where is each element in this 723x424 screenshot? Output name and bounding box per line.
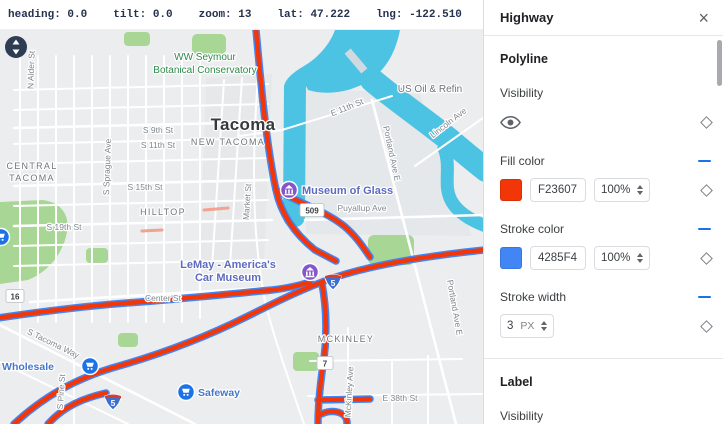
stroke-color-override-minus-icon[interactable] [698, 227, 711, 231]
stroke-width-label: Stroke width [500, 290, 567, 304]
stepper-arrows-icon[interactable] [637, 185, 644, 195]
street-label: Puyallup Ave [338, 203, 387, 213]
svg-text:16: 16 [11, 293, 20, 302]
store-icon[interactable] [0, 227, 11, 247]
stroke-color-label: Stroke color [500, 222, 565, 236]
city-label: Tacoma [211, 115, 276, 134]
visibility-label-row: Visibility [500, 86, 711, 100]
stroke-width-label-row: Stroke width [500, 290, 711, 304]
readout-heading: heading: 0.0 [8, 8, 88, 21]
svg-text:509: 509 [305, 207, 319, 216]
route-shields: 16 509 7 5 5 [5, 203, 342, 411]
street-label: Center St [145, 293, 182, 303]
map-pane: heading: 0.0 tilt: 0.0 zoom: 13 lat: 47.… [0, 0, 483, 424]
poi-label: Safeway [198, 387, 240, 399]
poi-label: Museum of Glass [302, 185, 393, 197]
street-label: S Sprague Ave [101, 138, 113, 195]
panel-body: Polyline Visibility Fill color 100% [484, 52, 723, 423]
readout-zoom: zoom: 13 [198, 8, 252, 21]
district-label: NEW TACOMA [191, 137, 265, 147]
street-label: S Pine St [55, 373, 67, 410]
district-label: HILLTOP [140, 207, 186, 217]
museum-icon[interactable] [300, 262, 320, 282]
stroke-color-inherit-diamond-icon[interactable] [700, 251, 713, 265]
stepper-arrows-icon[interactable] [541, 321, 548, 331]
route-shield-7: 7 [316, 356, 334, 370]
interstate-shield-5: 5 [104, 394, 122, 411]
map-canvas[interactable]: 16 509 7 5 5 [0, 30, 483, 424]
readout-lat: lat: 47.222 [277, 8, 351, 21]
park-label: WW Seymour [174, 52, 236, 63]
stepper-arrows-icon[interactable] [637, 253, 644, 263]
stroke-width-inherit-diamond-icon[interactable] [700, 319, 713, 333]
section-divider [484, 358, 723, 359]
fill-color-swatch[interactable] [500, 179, 522, 201]
store-icon[interactable] [176, 382, 196, 402]
stroke-width-value: 3 [507, 320, 514, 332]
svg-text:7: 7 [323, 360, 328, 369]
visibility-label: Visibility [500, 86, 544, 100]
close-icon[interactable]: × [698, 7, 709, 28]
stroke-opacity-value: 100% [601, 252, 631, 264]
fill-color-hex-input[interactable] [530, 178, 586, 202]
fill-opacity-stepper[interactable]: 100% [594, 178, 651, 202]
roads-layer [0, 55, 483, 424]
svg-text:5: 5 [331, 278, 336, 288]
district-label: TACOMA [9, 173, 55, 183]
stroke-opacity-stepper[interactable]: 100% [594, 246, 651, 270]
poi-label: Car Museum [195, 272, 261, 284]
stroke-color-value-row: 100% [500, 246, 713, 270]
street-label: S 9th St [143, 125, 174, 135]
panel-header: Highway × [484, 0, 723, 36]
fill-color-label: Fill color [500, 154, 545, 168]
stroke-width-override-minus-icon[interactable] [698, 295, 711, 299]
stroke-color-label-row: Stroke color [500, 222, 711, 236]
district-label: MCKINLEY [318, 334, 374, 344]
scrollbar-thumb[interactable] [717, 40, 722, 86]
interstate-shield-5: 5 [324, 274, 342, 291]
poi-label: Wholesale [2, 361, 54, 373]
label-visibility-label: Visibility [500, 409, 544, 423]
stroke-color-swatch[interactable] [500, 247, 522, 269]
route-shield-16: 16 [5, 289, 25, 303]
fill-color-override-minus-icon[interactable] [698, 159, 711, 163]
fill-color-inherit-diamond-icon[interactable] [700, 183, 713, 197]
street-label: Market St [241, 183, 254, 221]
street-label: McKinley Ave [343, 366, 356, 418]
street-label: S 19th St [47, 222, 83, 232]
stroke-color-hex-input[interactable] [530, 246, 586, 270]
style-panel: Highway × Polyline Visibility Fill color [483, 0, 723, 424]
readout-lng: lng: -122.510 [376, 8, 462, 21]
svg-text:5: 5 [111, 398, 116, 408]
poi-icons [0, 180, 320, 402]
polyline-section-title: Polyline [500, 52, 548, 66]
panel-title: Highway [500, 10, 554, 25]
street-label: S 11th St [141, 140, 176, 150]
stroke-width-value-row: 3 PX [500, 314, 713, 338]
store-icon[interactable] [80, 356, 100, 376]
street-label: E 38th St [383, 393, 419, 403]
visibility-inherit-diamond-icon[interactable] [700, 115, 713, 129]
visibility-value-row [500, 110, 713, 134]
stroke-width-unit: PX [520, 320, 535, 332]
museum-icon[interactable] [279, 180, 299, 200]
pan-control[interactable] [5, 36, 27, 58]
readout-tilt: tilt: 0.0 [113, 8, 173, 21]
stroke-width-stepper[interactable]: 3 PX [500, 314, 555, 338]
fill-color-label-row: Fill color [500, 154, 711, 168]
pier [344, 48, 368, 74]
visibility-eye-icon[interactable] [500, 115, 521, 130]
label-visibility-label-row: Visibility [500, 409, 711, 423]
camera-readout-bar: heading: 0.0 tilt: 0.0 zoom: 13 lat: 47.… [0, 0, 483, 30]
fill-opacity-value: 100% [601, 184, 631, 196]
street-label: S 15th St [128, 182, 164, 192]
fill-color-value-row: 100% [500, 178, 713, 202]
label-section-title: Label [500, 375, 533, 389]
park-label: Botanical Conservatory [153, 65, 256, 76]
route-shield-509: 509 [299, 203, 325, 217]
poi-label: LeMay - America's [180, 259, 276, 271]
district-label: CENTRAL [6, 161, 57, 171]
street-label: N Alder St [25, 50, 36, 89]
poi-label: US Oil & Refin [398, 84, 462, 95]
